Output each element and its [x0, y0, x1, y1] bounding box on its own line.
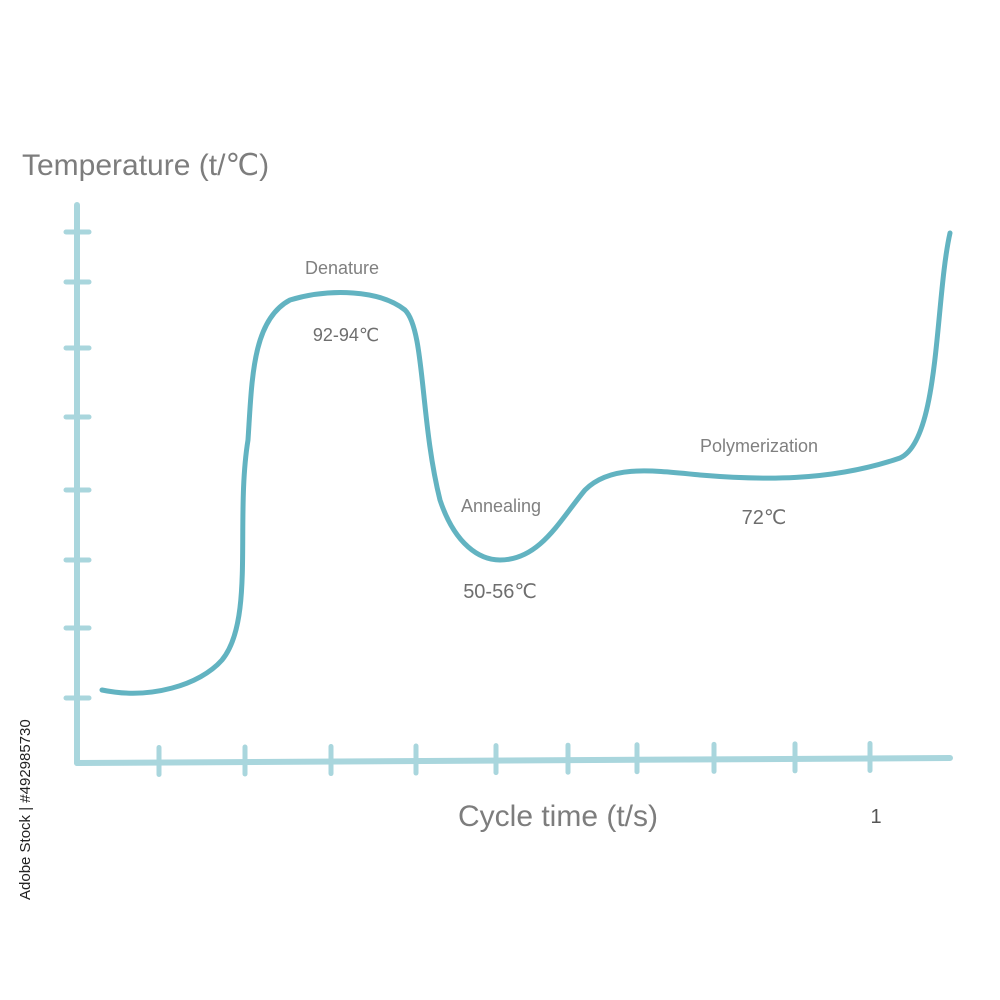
- polymerization-label: Polymerization: [700, 436, 818, 456]
- denature-label: Denature: [305, 258, 379, 278]
- axis-number-label: 1: [870, 806, 881, 828]
- annealing-temperature-label: 50-56℃: [463, 581, 537, 603]
- y-axis-ticks: [63, 229, 92, 701]
- annealing-label: Annealing: [461, 496, 541, 516]
- y-axis-label: Temperature (t/℃): [22, 149, 269, 182]
- polymerization-temperature-label: 72℃: [742, 507, 787, 529]
- x-axis-line: [74, 755, 953, 766]
- stock-watermark-text: Adobe Stock | #492985730: [17, 719, 34, 900]
- x-axis-label: Cycle time (t/s): [458, 800, 658, 833]
- x-axis-ticks: [156, 740, 873, 778]
- temperature-curve: [99, 230, 953, 696]
- denature-temperature-label: 92-94℃: [313, 325, 379, 345]
